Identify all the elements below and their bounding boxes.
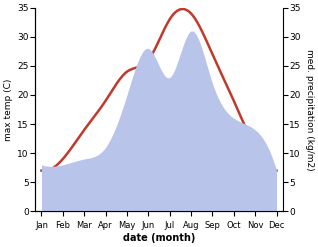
Y-axis label: med. precipitation (kg/m2): med. precipitation (kg/m2) [305,49,314,170]
X-axis label: date (month): date (month) [123,233,195,243]
Y-axis label: max temp (C): max temp (C) [4,78,13,141]
